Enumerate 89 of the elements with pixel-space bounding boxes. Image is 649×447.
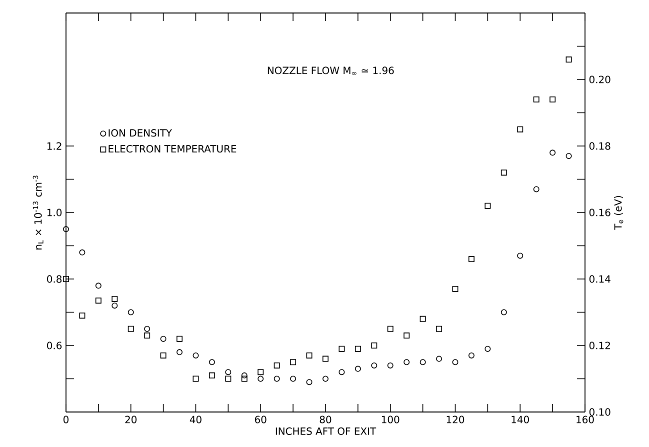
y-tick-label: 0.6 xyxy=(47,342,62,350)
point xyxy=(387,326,394,332)
point xyxy=(420,359,426,366)
x-tick-label: 140 xyxy=(512,416,529,424)
y-tick-label: 1.2 xyxy=(47,142,62,150)
x-tick-label: 0 xyxy=(63,416,69,424)
point xyxy=(322,356,328,362)
point xyxy=(452,286,458,292)
point xyxy=(144,332,150,339)
point xyxy=(468,352,474,358)
point xyxy=(63,276,69,282)
point xyxy=(517,126,524,132)
point xyxy=(63,226,69,232)
point xyxy=(566,56,572,63)
text: NOZZLE FLOW M$_{∞}$ ≃ 1.96 xyxy=(268,66,394,75)
x-tick-label: 160 xyxy=(576,416,594,424)
point xyxy=(404,332,410,339)
point xyxy=(354,366,361,372)
y2-tick-label: 0.16 xyxy=(589,208,610,216)
x-tick-label: 60 xyxy=(254,416,266,424)
point xyxy=(354,346,361,352)
point xyxy=(95,282,102,289)
point xyxy=(144,326,150,332)
point xyxy=(176,349,183,356)
point xyxy=(338,369,345,376)
point xyxy=(95,298,102,304)
point xyxy=(208,359,215,366)
point xyxy=(192,376,199,382)
y2-tick-label: 0.12 xyxy=(589,342,610,350)
point xyxy=(566,152,572,159)
point xyxy=(258,369,264,376)
point xyxy=(436,356,442,362)
y-axis-title: n$_{L}$ × 10$^{-13}$ cm$^{-3}$ xyxy=(32,176,44,250)
point xyxy=(500,170,507,176)
point xyxy=(533,96,540,102)
y-tick-label: 1.0 xyxy=(47,208,62,216)
point xyxy=(258,376,264,382)
point xyxy=(484,202,491,209)
point xyxy=(79,249,86,256)
point xyxy=(112,302,118,309)
point xyxy=(338,346,345,352)
point xyxy=(112,296,118,302)
point xyxy=(371,362,378,368)
point xyxy=(484,346,491,352)
point xyxy=(290,359,296,366)
point xyxy=(290,376,296,382)
point xyxy=(452,359,458,366)
point xyxy=(387,362,394,368)
point xyxy=(550,150,556,156)
y2-tick-label: 0.10 xyxy=(589,408,610,416)
point xyxy=(128,309,134,316)
legend-label: ION DENSITY xyxy=(108,129,172,137)
point xyxy=(274,376,280,382)
x-axis-title: INCHES AFT OF EXIT xyxy=(276,427,376,435)
point xyxy=(160,352,166,358)
x-tick-label: 120 xyxy=(446,416,464,424)
y2-axis-title: T$_{e}$ (eV) xyxy=(614,196,624,230)
y2-tick-label: 0.18 xyxy=(589,142,610,150)
point xyxy=(208,372,215,378)
y-tick-label: 0.8 xyxy=(47,275,62,283)
point xyxy=(468,256,474,262)
point xyxy=(306,352,312,358)
point xyxy=(128,326,134,332)
point xyxy=(550,96,556,102)
point xyxy=(306,379,312,386)
point xyxy=(436,326,442,332)
point xyxy=(225,376,232,382)
x-tick-label: 80 xyxy=(320,416,332,424)
x-tick-label: 40 xyxy=(190,416,202,424)
point xyxy=(517,252,524,259)
point xyxy=(274,362,280,368)
point xyxy=(322,376,328,382)
point xyxy=(160,336,166,342)
point xyxy=(176,336,183,342)
y2-tick-label: 0.20 xyxy=(589,76,610,84)
point xyxy=(533,186,540,192)
point xyxy=(371,342,378,348)
point xyxy=(500,309,507,316)
point xyxy=(404,359,410,366)
x-tick-label: 20 xyxy=(125,416,137,424)
point xyxy=(241,372,248,378)
x-tick-label: 100 xyxy=(382,416,400,424)
point xyxy=(420,316,426,322)
point xyxy=(225,369,232,376)
y2-tick-label: 0.14 xyxy=(589,275,610,283)
point xyxy=(241,376,248,382)
point xyxy=(79,312,86,319)
legend-label: ELECTRON TEMPERATURE xyxy=(108,145,236,153)
point xyxy=(192,352,199,358)
